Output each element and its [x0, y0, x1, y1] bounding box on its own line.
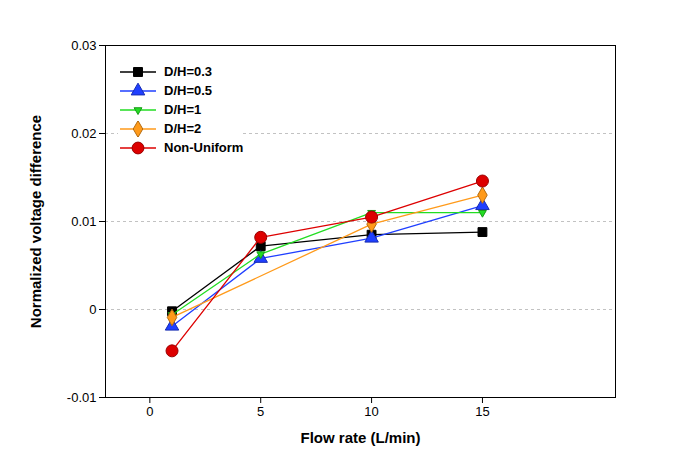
svg-text:0: 0	[89, 302, 96, 317]
svg-text:Flow rate (L/min): Flow rate (L/min)	[301, 429, 421, 446]
html-text:Non-Uniform: Non-Uniform	[164, 140, 244, 155]
svg-text:Normalized voltage difference: Normalized voltage difference	[27, 115, 44, 328]
svg-text:15: 15	[475, 404, 489, 419]
html-text:D/H=0.5: D/H=0.5	[164, 83, 213, 98]
svg-text:10: 10	[364, 404, 378, 419]
svg-text:0.02: 0.02	[71, 126, 96, 141]
svg-text:0.01: 0.01	[71, 214, 96, 229]
html-text:D/H=0.3: D/H=0.3	[164, 64, 213, 79]
svg-text:0: 0	[146, 404, 153, 419]
svg-text:5: 5	[257, 404, 264, 419]
html-text:D/H=2: D/H=2	[164, 121, 202, 136]
svg-text:-0.01: -0.01	[67, 390, 97, 405]
html-text:D/H=1: D/H=1	[164, 102, 202, 117]
svg-text:0.03: 0.03	[71, 38, 96, 53]
